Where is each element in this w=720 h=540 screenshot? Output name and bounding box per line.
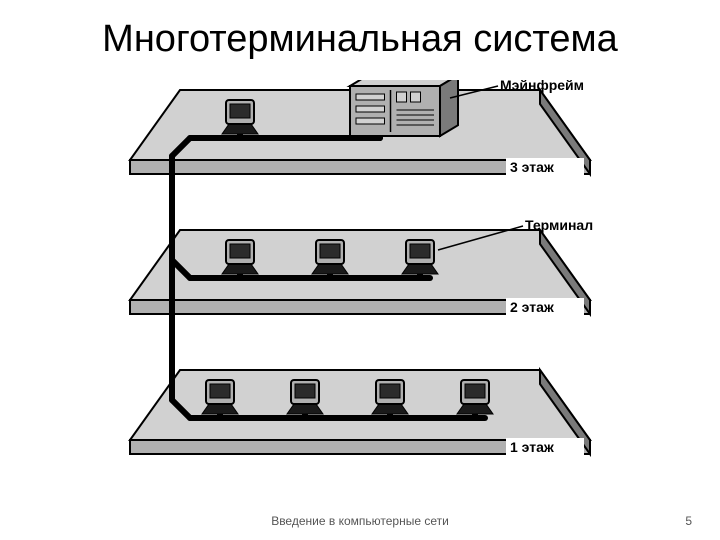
page-number: 5 bbox=[685, 514, 692, 528]
svg-text:3 этаж: 3 этаж bbox=[510, 159, 555, 175]
svg-text:1 этаж: 1 этаж bbox=[510, 439, 555, 455]
svg-text:2 этаж: 2 этаж bbox=[510, 299, 555, 315]
diagram-container: 3 этаж 2 этаж 1 этаж Мэйнфрейм Терминал bbox=[120, 80, 620, 500]
svg-text:Мэйнфрейм: Мэйнфрейм bbox=[500, 80, 584, 93]
slide-footer: Введение в компьютерные сети bbox=[0, 514, 720, 528]
svg-text:Терминал: Терминал bbox=[525, 217, 593, 233]
slide-title: Многотерминальная система bbox=[0, 18, 720, 61]
